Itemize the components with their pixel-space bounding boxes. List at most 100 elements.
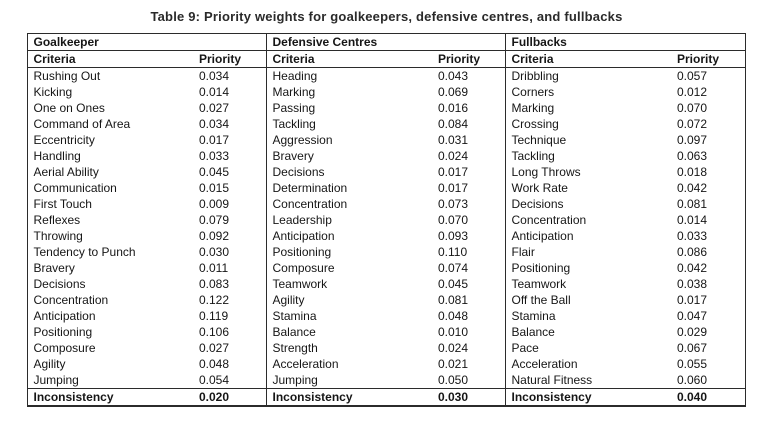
table-row: Decisions 0.083 Teamwork 0.045 Teamwork 0.038: [28, 276, 745, 292]
priority-cell: 0.079: [193, 212, 268, 228]
criteria-cell: Anticipation: [33, 308, 96, 323]
criteria-cell: Concentration: [511, 212, 587, 227]
priority-cell: 0.031: [432, 132, 507, 148]
priority-cell: 0.033: [676, 228, 708, 243]
table-row: Positioning 0.106 Balance 0.010 Balance 0.029: [28, 324, 745, 340]
criteria-cell: Concentration: [272, 196, 348, 211]
priority-cell: 0.119: [193, 308, 268, 324]
criteria-cell: Tendency to Punch: [33, 244, 136, 259]
table-row: Jumping 0.054 Jumping 0.050 Natural Fitness 0…: [28, 372, 745, 389]
criteria-cell: Kicking: [33, 84, 73, 99]
priority-cell: 0.092: [193, 228, 268, 244]
priority-column-header: Priority: [432, 50, 507, 68]
criteria-cell: Off the Ball: [511, 292, 571, 307]
criteria-cell: Tackling: [511, 148, 555, 163]
priority-cell: 0.110: [432, 244, 507, 260]
priority-cell: 0.043: [432, 67, 507, 84]
inconsistency-value: 0.020: [193, 388, 268, 406]
priority-cell: 0.050: [432, 372, 507, 389]
table-row: Rushing Out 0.034 Heading 0.043 Dribbling 0.0…: [28, 67, 745, 84]
criteria-cell: Flair: [511, 244, 535, 259]
criteria-cell: Anticipation: [511, 228, 574, 243]
criteria-cell: Composure: [272, 260, 335, 275]
priority-weights-table: Goalkeeper Defensive Centres Fullbacks Cri…: [27, 33, 746, 407]
criteria-cell: Reflexes: [33, 212, 81, 227]
criteria-cell: Handling: [33, 148, 81, 163]
criteria-cell: One on Ones: [33, 100, 105, 115]
priority-cell: 0.057: [676, 68, 708, 83]
criteria-cell: Agility: [33, 356, 66, 371]
criteria-cell: Anticipation: [272, 228, 335, 243]
table-row: Communication 0.015 Determination 0.017 Work…: [28, 180, 745, 196]
priority-column-header: Priority: [671, 50, 745, 68]
priority-cell: 0.017: [432, 180, 507, 196]
priority-cell: 0.048: [432, 308, 507, 324]
criteria-cell: Jumping: [33, 372, 79, 387]
column-header-row: Criteria Priority Criteria Priority Criteria…: [27, 50, 745, 68]
priority-cell: 0.027: [193, 340, 268, 356]
priority-cell: 0.045: [432, 276, 507, 292]
criteria-cell: Positioning: [511, 260, 571, 275]
priority-cell: 0.015: [193, 180, 268, 196]
inconsistency-label: Inconsistency: [505, 388, 672, 406]
criteria-cell: Throwing: [33, 228, 83, 243]
priority-cell: 0.106: [193, 324, 268, 340]
criteria-cell: Eccentricity: [33, 132, 95, 147]
priority-cell: 0.024: [432, 148, 507, 164]
criteria-cell: Natural Fitness: [511, 372, 593, 387]
priority-cell: 0.016: [432, 100, 507, 116]
table-row: One on Ones 0.027 Passing 0.016 Marking 0.070: [28, 100, 745, 116]
priority-cell: 0.081: [676, 196, 708, 211]
criteria-cell: Jumping: [272, 372, 318, 387]
criteria-cell: Technique: [511, 132, 567, 147]
inconsistency-label: Inconsistency: [27, 388, 194, 406]
criteria-cell: Command of Area: [33, 116, 131, 131]
group-header-fullbacks: Fullbacks: [505, 33, 745, 51]
priority-cell: 0.017: [432, 164, 507, 180]
table-row: Tendency to Punch 0.030 Positioning 0.110 Fl…: [28, 244, 745, 260]
priority-cell: 0.067: [676, 340, 708, 355]
priority-cell: 0.083: [193, 276, 268, 292]
priority-column-header: Priority: [193, 50, 268, 68]
criteria-cell: Heading: [272, 68, 318, 83]
criteria-cell: Aggression: [272, 132, 333, 147]
table-row: Bravery 0.011 Composure 0.074 Positioning 0.0…: [28, 260, 745, 276]
priority-cell: 0.010: [432, 324, 507, 340]
table-row: Aerial Ability 0.045 Decisions 0.017 Long Th…: [28, 164, 745, 180]
criteria-cell: Rushing Out: [33, 68, 101, 83]
priority-cell: 0.122: [193, 292, 268, 308]
inconsistency-row: Inconsistency 0.020 Inconsistency 0.030 Inco…: [27, 388, 745, 406]
table-row: Handling 0.033 Bravery 0.024 Tackling 0.063: [28, 148, 745, 164]
criteria-cell: Passing: [272, 100, 316, 115]
priority-cell: 0.029: [676, 324, 708, 339]
criteria-cell: Teamwork: [272, 276, 328, 291]
criteria-cell: Composure: [33, 340, 96, 355]
criteria-column-header: Criteria: [505, 50, 672, 68]
priority-cell: 0.055: [676, 356, 708, 371]
criteria-cell: Strength: [272, 340, 318, 355]
priority-cell: 0.033: [193, 148, 268, 164]
criteria-cell: Dribbling: [511, 68, 559, 83]
priority-cell: 0.048: [193, 356, 268, 372]
priority-cell: 0.097: [676, 132, 708, 147]
criteria-cell: Decisions: [272, 164, 325, 179]
criteria-cell: Balance: [511, 324, 555, 339]
priority-cell: 0.084: [432, 116, 507, 132]
priority-cell: 0.074: [432, 260, 507, 276]
table-row: Agility 0.048 Acceleration 0.021 Acceleratio…: [28, 356, 745, 372]
table-row: First Touch 0.009 Concentration 0.073 Decisi…: [28, 196, 745, 212]
criteria-cell: Agility: [272, 292, 305, 307]
criteria-cell: Decisions: [33, 276, 86, 291]
priority-cell: 0.093: [432, 228, 507, 244]
priority-cell: 0.014: [676, 212, 708, 227]
priority-cell: 0.042: [676, 260, 708, 275]
priority-cell: 0.024: [432, 340, 507, 356]
priority-cell: 0.081: [432, 292, 507, 308]
priority-cell: 0.070: [432, 212, 507, 228]
table-row: Kicking 0.014 Marking 0.069 Corners 0.012: [28, 84, 745, 100]
priority-cell: 0.034: [193, 116, 268, 132]
priority-cell: 0.021: [432, 356, 507, 372]
priority-cell: 0.030: [193, 244, 268, 260]
criteria-cell: Work Rate: [511, 180, 568, 195]
